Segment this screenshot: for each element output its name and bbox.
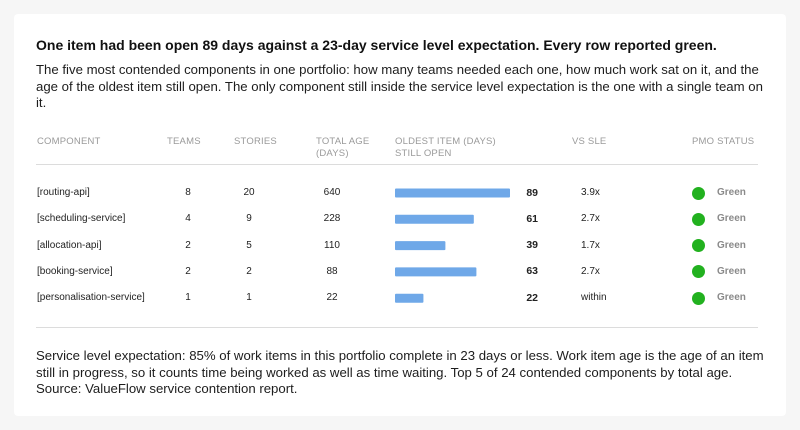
oldest-item-bar — [395, 241, 446, 251]
oldest-open-value: 39 — [526, 239, 538, 252]
pmo-status-label: Green — [717, 239, 746, 251]
pmo-status-label: Green — [717, 213, 746, 225]
table-bottom-divider — [36, 327, 758, 328]
pmo-status-label: Green — [717, 187, 746, 198]
stories-value: 2 — [246, 265, 252, 277]
status-dot-icon — [692, 239, 705, 253]
header-total-age-line2: (DAYS) — [316, 148, 349, 159]
oldest-item-bar — [395, 188, 510, 198]
status-dot-icon — [692, 265, 705, 279]
teams-value: 2 — [185, 265, 191, 277]
stories-value: 1 — [246, 292, 252, 304]
component-name: [scheduling-service] — [37, 213, 126, 225]
header-pmo-status: PMO STATUS — [692, 136, 755, 147]
header-divider — [36, 164, 758, 165]
oldest-open-value: 89 — [526, 186, 538, 199]
status-dot-icon — [692, 291, 705, 305]
header-oldest-item: OLDEST ITEM (DAYS) STILL OPEN — [395, 136, 496, 160]
oldest-item-bar — [395, 293, 424, 303]
total-age-value: 110 — [324, 239, 340, 251]
component-name: [booking-service] — [37, 265, 113, 277]
vs-sle-value: 2.7x — [581, 213, 600, 225]
oldest-item-bar — [395, 214, 474, 224]
intro-text: The five most contended components in on… — [36, 62, 763, 110]
header-total-age: TOTAL AGE (DAYS) — [316, 136, 369, 160]
total-age-value: 228 — [323, 213, 341, 225]
component-name: [allocation-api] — [37, 239, 102, 251]
component-name: [personalisation-service] — [37, 292, 145, 304]
header-oldest-line1: OLDEST ITEM (DAYS) — [395, 136, 496, 147]
teams-value: 4 — [185, 213, 191, 225]
headline: One item had been open 89 days against a… — [36, 37, 717, 53]
vs-sle-value: 1.7x — [581, 239, 600, 251]
stories-value: 20 — [243, 187, 255, 198]
component-name: [routing-api] — [37, 187, 90, 198]
footnote: Service level expectation: 85% of work i… — [36, 348, 764, 396]
total-age-value: 88 — [326, 265, 338, 277]
vs-sle-value: 3.9x — [581, 187, 600, 198]
vs-sle-value: 2.7x — [581, 265, 600, 277]
oldest-item-bar — [395, 267, 477, 277]
header-component: COMPONENT — [37, 136, 101, 147]
oldest-open-value: 22 — [526, 291, 538, 304]
stories-value: 9 — [246, 213, 252, 225]
status-dot-icon — [692, 212, 705, 226]
pmo-status-label: Green — [717, 292, 746, 304]
header-vs-sle: VS SLE — [572, 136, 607, 147]
header-total-age-line1: TOTAL AGE — [316, 136, 370, 147]
teams-value: 8 — [185, 187, 191, 198]
oldest-open-value: 63 — [526, 265, 538, 278]
total-age-value: 640 — [323, 187, 341, 198]
status-dot-icon — [692, 186, 705, 200]
vs-sle-value: within — [581, 292, 607, 304]
oldest-open-value: 61 — [526, 212, 538, 225]
teams-value: 2 — [185, 239, 191, 251]
header-stories: STORIES — [234, 136, 277, 147]
header-oldest-line2: STILL OPEN — [395, 148, 452, 159]
total-age-value: 22 — [326, 292, 338, 304]
teams-value: 1 — [185, 292, 191, 304]
pmo-status-label: Green — [717, 265, 746, 277]
stories-value: 5 — [246, 239, 252, 251]
header-teams: TEAMS — [167, 136, 201, 147]
